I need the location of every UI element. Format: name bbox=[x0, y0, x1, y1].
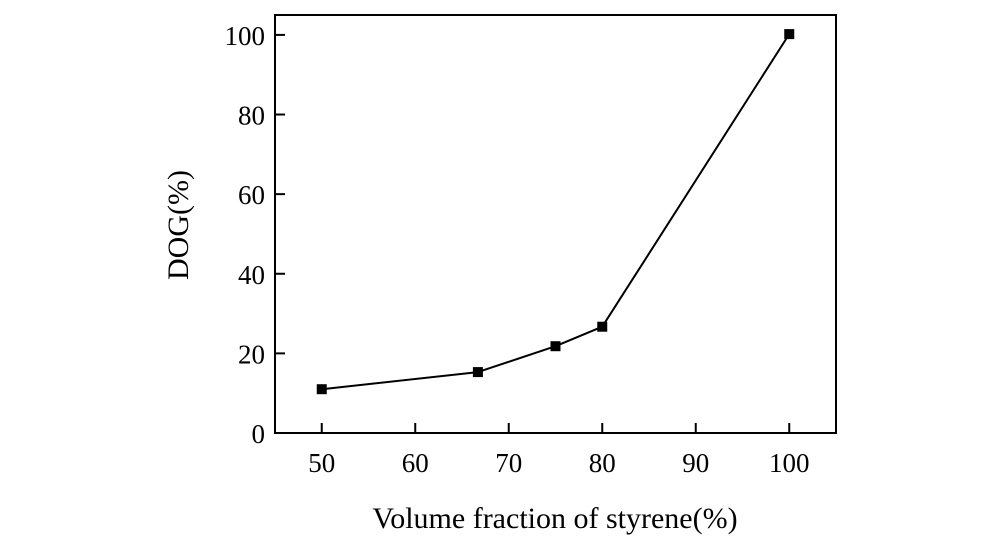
y-tick-label: 0 bbox=[252, 419, 266, 449]
data-point-marker bbox=[550, 341, 561, 352]
y-tick-label: 100 bbox=[225, 21, 266, 51]
y-axis-ticks: 0 20 40 60 80 100 bbox=[225, 21, 285, 449]
series-markers bbox=[316, 29, 795, 395]
data-point-marker bbox=[784, 29, 795, 40]
series-line-segment bbox=[601, 33, 791, 328]
data-point-marker bbox=[472, 367, 483, 378]
series-line-segment bbox=[477, 345, 556, 374]
series-line-segment bbox=[321, 371, 479, 391]
x-tick-label: 100 bbox=[769, 448, 810, 478]
series-line-segment bbox=[555, 325, 603, 348]
y-tick-label: 20 bbox=[238, 339, 265, 369]
x-tick-label: 80 bbox=[589, 448, 616, 478]
y-tick-label: 40 bbox=[238, 260, 265, 290]
y-tick-label: 60 bbox=[238, 180, 265, 210]
data-point-marker bbox=[316, 384, 327, 395]
x-tick-label: 90 bbox=[682, 448, 709, 478]
plot-frame bbox=[274, 14, 837, 434]
y-axis-title: DOG(%) bbox=[162, 170, 195, 280]
series-lines bbox=[321, 33, 791, 391]
data-point-marker bbox=[597, 321, 608, 332]
x-axis-title: Volume fraction of styrene(%) bbox=[372, 502, 737, 535]
x-tick-label: 50 bbox=[308, 448, 335, 478]
x-tick-label: 70 bbox=[495, 448, 522, 478]
y-tick-label: 80 bbox=[238, 101, 265, 131]
x-tick-label: 60 bbox=[402, 448, 429, 478]
x-axis-ticks: 50 60 70 80 90 100 bbox=[308, 423, 810, 478]
